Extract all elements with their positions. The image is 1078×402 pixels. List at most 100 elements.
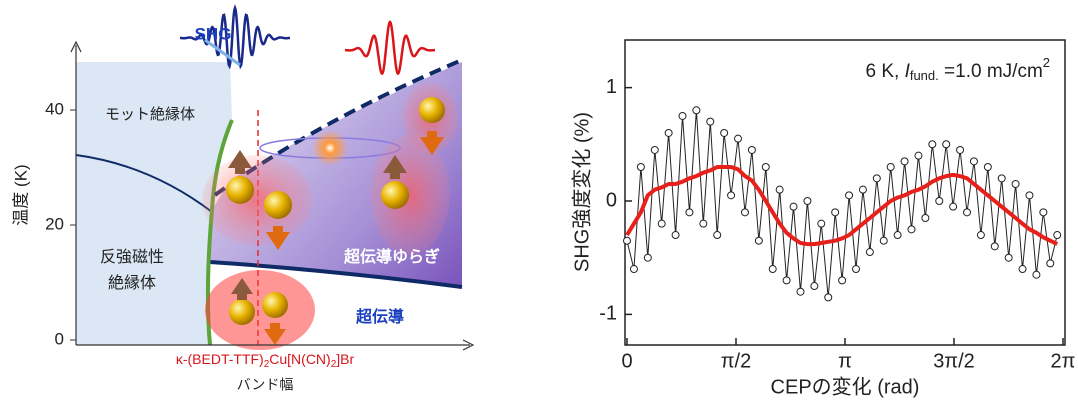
data-point [735,135,742,142]
data-point [887,163,894,170]
x-axis-title: バンド幅 [237,377,294,393]
annotation-part: 2 [1043,55,1050,70]
data-point [707,118,714,125]
y-tick-label: -1 [599,303,617,325]
compound-part: κ-(BEDT-TTF) [176,351,264,367]
y-axis-title: SHG強度変化 (%) [570,112,593,272]
annotation-part: fund. [910,68,939,83]
data-point [1005,254,1012,261]
region-label: モット絶縁体 [105,106,195,123]
data-point [769,266,776,273]
figure: SHG モット絶縁体 反強磁性 絶縁体 超伝導ゆらぎ 超伝導 温度 (K) κ-… [0,0,1078,402]
compound-part: Cu[N(CN) [269,351,330,367]
phase-diagram: SHG モット絶縁体 反強磁性 絶縁体 超伝導ゆらぎ 超伝導 温度 (K) κ-… [11,8,473,393]
data-point [818,220,825,227]
data-point [922,215,929,222]
fundamental-wave [345,22,435,74]
x-tick-label: 2π [1051,350,1076,372]
data-point [894,232,901,239]
data-point [630,266,637,273]
data-point [977,232,984,239]
data-point [1033,271,1040,278]
data-point [950,203,957,210]
data-point [700,220,707,227]
data-point [943,141,950,148]
data-point [728,192,735,199]
y-tick-label: 0 [606,189,617,211]
data-point [957,146,964,153]
data-point [741,209,748,216]
data-point [880,237,887,244]
y-tick-label: 20 [45,214,64,233]
data-point [1012,180,1019,187]
data-point [693,107,700,114]
data-point [714,232,721,239]
data-point [929,141,936,148]
data-point [964,209,971,216]
annotation: 6 K, Ifund. =1.0 mJ/cm2 [865,55,1050,83]
pair-glow [202,155,312,245]
data-point [721,129,728,136]
data-point [846,192,853,199]
data-point [901,158,908,165]
data-point [748,146,755,153]
data-point [811,283,818,290]
data-point [866,249,873,256]
data-point [998,175,1005,182]
data-point [1026,192,1033,199]
data-point [1054,232,1061,239]
data-point [804,198,811,205]
data-point [658,220,665,227]
compound-label: κ-(BEDT-TTF)2Cu[N(CN)2]Br [176,351,355,370]
region-label: 超伝導ゆらぎ [343,247,440,266]
data-point [825,294,832,301]
annotation-part: =1.0 mJ/cm [939,61,1043,82]
region-label: 超伝導 [355,307,404,326]
region-label: 反強磁性 [100,248,164,266]
annotation-part: 6 K, [865,61,904,82]
data-point [936,198,943,205]
data-point [665,129,672,136]
x-axis-title: CEPの変化 (rad) [771,375,920,398]
data-point [991,243,998,250]
data-point [839,277,846,284]
data-point [852,266,859,273]
x-tick-label: 3π/2 [933,350,975,372]
data-point [970,158,977,165]
data-point [797,288,804,295]
y-tick-label: 1 [606,76,617,98]
data-point [832,209,839,216]
data-point [915,152,922,159]
data-point [651,146,658,153]
data-point [686,209,693,216]
data-point [672,232,679,239]
data-point [873,175,880,182]
data-point [637,163,644,170]
x-tick-label: π/2 [721,350,751,372]
y-tick-label: 0 [55,329,64,348]
y-axis-title: 温度 (K) [11,164,30,225]
spark [312,130,348,166]
data-point [755,237,762,244]
data-point [1040,209,1047,216]
data-point [776,186,783,193]
region-label: 絶縁体 [108,274,156,292]
data-point [644,254,651,261]
probe-label: SHG [195,24,232,43]
data-point [908,226,915,233]
data-point [679,112,686,119]
data-point [984,163,991,170]
data-point [790,203,797,210]
x-tick-label: π [838,350,852,372]
data-point [762,163,769,170]
y-tick-label: 40 [45,99,64,118]
data-point [1019,266,1026,273]
series-line [627,110,1057,297]
data-point [783,277,790,284]
data-point [859,186,866,193]
compound-part: ]Br [336,351,354,367]
x-tick-label: 0 [621,350,632,372]
cep-chart: 6 K, Ifund. =1.0 mJ/cm2 SHG強度変化 (%) CEPの… [570,40,1075,398]
shg-arrow [205,40,240,65]
data-point [624,237,631,244]
